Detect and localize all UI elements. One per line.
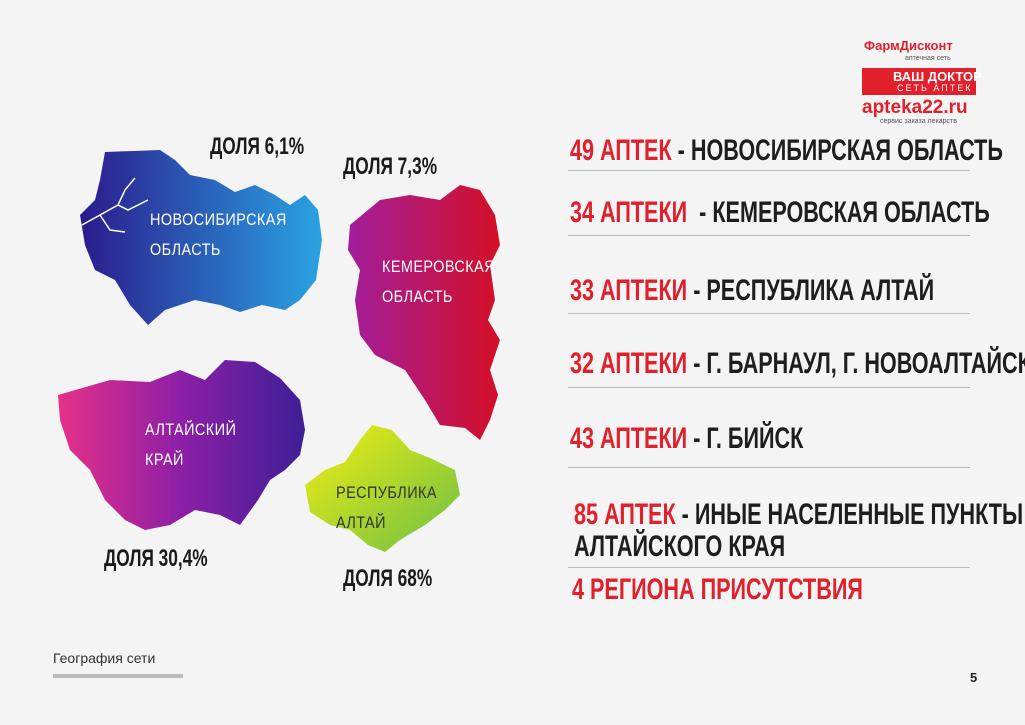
count: 85 АПТЕК — [574, 498, 676, 531]
share: ДОЛЯ 7,3% — [343, 153, 438, 180]
list-item: 32 АПТЕКИ - Г. БАРНАУЛ, Г. НОВОАЛТАЙСК — [570, 347, 1025, 381]
label-line: КЕМЕРОВСКАЯ — [382, 257, 496, 276]
page-number: 5 — [970, 670, 978, 685]
share: ДОЛЯ 30,4% — [104, 545, 208, 572]
region-label: АЛТАЙСКИЙ КРАЙ — [145, 415, 236, 475]
count: 32 АПТЕКИ — [570, 347, 688, 380]
divider — [568, 387, 970, 388]
region-label: РЕСПУБЛИКА АЛТАЙ — [336, 478, 437, 538]
logo-tagline: аптечная сеть — [905, 55, 951, 62]
logo-vash-doktor: ВАШ ДОКТОР — [893, 69, 982, 84]
count: 34 АПТЕКИ — [570, 196, 688, 229]
label-line: ОБЛАСТЬ — [150, 240, 221, 259]
list-item: 34 АПТЕКИ - КЕМЕРОВСКАЯ ОБЛАСТЬ — [570, 196, 990, 230]
divider — [568, 170, 970, 171]
logo-tagline: СЕТЬ АПТЕК — [897, 83, 973, 93]
divider — [568, 313, 970, 314]
divider — [568, 235, 970, 236]
list-item: 33 АПТЕКИ - РЕСПУБЛИКА АЛТАЙ — [570, 274, 934, 308]
label-line: НОВОСИБИРСКАЯ — [150, 210, 287, 229]
label-line: АЛТАЙ — [336, 513, 386, 532]
region-altai-republic — [305, 425, 460, 552]
logo-site: apteka22.ru — [862, 97, 968, 118]
region-label: НОВОСИБИРСКАЯ ОБЛАСТЬ — [150, 205, 287, 265]
label-line: ОБЛАСТЬ — [382, 287, 453, 306]
logo-box — [862, 68, 976, 95]
logo-farmdiscount: ФармДисконт — [864, 38, 953, 53]
divider — [568, 567, 970, 568]
count: 43 АПТЕКИ — [570, 422, 688, 455]
item-text: - НОВОСИБИРСКАЯ ОБЛАСТЬ — [677, 134, 1003, 167]
count: 49 АПТЕК — [570, 134, 672, 167]
footer-bar — [53, 674, 183, 678]
region-novosibirsk — [80, 150, 322, 325]
item-text: - КЕМЕРОВСКАЯ ОБЛАСТЬ — [699, 196, 990, 229]
region-kemerovo — [348, 185, 500, 440]
summary: 4 РЕГИОНА ПРИСУТСТВИЯ — [572, 573, 863, 606]
label-line: КРАЙ — [145, 450, 184, 469]
region-label: КЕМЕРОВСКАЯ ОБЛАСТЬ — [382, 252, 495, 312]
item-text: - РЕСПУБЛИКА АЛТАЙ — [693, 274, 935, 307]
item-text: - Г. БИЙСК — [693, 422, 804, 455]
item-text: АЛТАЙСКОГО КРАЯ — [574, 530, 786, 563]
logo-tagline: сервис заказа лекарств — [880, 118, 957, 125]
label-line: РЕСПУБЛИКА — [336, 483, 437, 502]
list-item: 85 АПТЕК - ИНЫЕ НАСЕЛЕННЫЕ ПУНКТЫ АЛТАЙСК… — [574, 499, 1023, 563]
list-item: 43 АПТЕКИ - Г. БИЙСК — [570, 422, 803, 456]
label-line: АЛТАЙСКИЙ — [145, 420, 237, 439]
item-text: - Г. БАРНАУЛ, Г. НОВОАЛТАЙСК — [693, 347, 1025, 380]
share: ДОЛЯ 68% — [343, 565, 433, 592]
divider — [568, 467, 970, 468]
river — [81, 177, 149, 233]
item-text: - ИНЫЕ НАСЕЛЕННЫЕ ПУНКТЫ — [681, 498, 1024, 531]
count: 33 АПТЕКИ — [570, 274, 688, 307]
list-item: 49 АПТЕК - НОВОСИБИРСКАЯ ОБЛАСТЬ — [570, 134, 1003, 168]
footer-section: География сети — [53, 650, 156, 666]
share: ДОЛЯ 6,1% — [210, 133, 305, 160]
region-altai-krai — [58, 360, 305, 530]
